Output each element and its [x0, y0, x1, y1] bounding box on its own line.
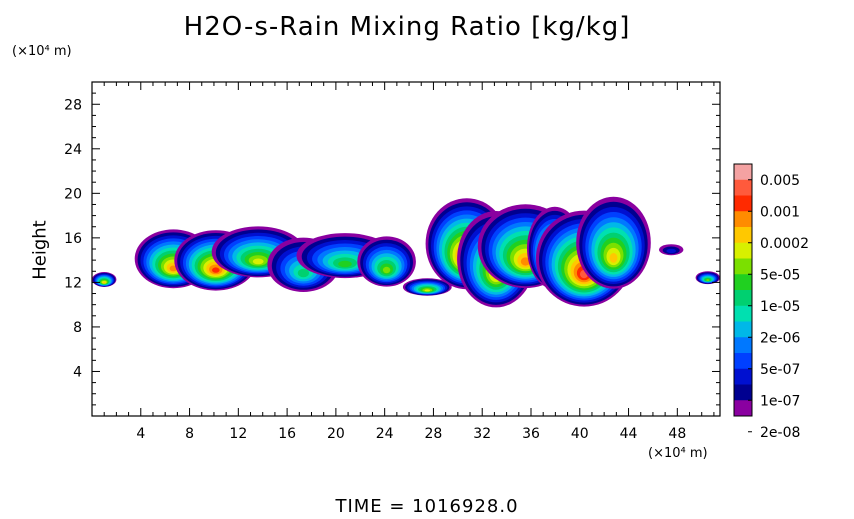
- x-tick-label: 12: [229, 426, 247, 442]
- colorbar-label: 1e-05: [760, 299, 800, 315]
- colorbar-label: 2e-08: [760, 425, 800, 441]
- chart-title: H2O-s-Rain Mixing Ratio [kg/kg]: [183, 12, 631, 42]
- x-tick-label: 48: [668, 426, 686, 442]
- x-tick-label: 20: [327, 426, 345, 442]
- colorbar: 0.005 0.001 0.0002 5e-05 1e-05 2e-06 5e-07 1e-0…: [733, 163, 809, 441]
- y-tick-label: 4: [73, 364, 82, 380]
- colorbar-swatch: [734, 305, 752, 322]
- contour-level: [424, 289, 431, 292]
- colorbar-swatch: [734, 368, 752, 385]
- y-tick-label: 8: [73, 320, 82, 336]
- colorbar-swatch: [734, 321, 752, 338]
- colorbar-swatch: [734, 258, 752, 275]
- contour-level: [520, 257, 531, 266]
- contour-level: [102, 281, 106, 284]
- contour-level: [297, 268, 309, 278]
- colorbar-label: 1e-07: [760, 393, 800, 409]
- colorbar-swatch: [734, 179, 752, 196]
- colorbar-label: 0.001: [760, 204, 800, 220]
- y-tick-label: 20: [64, 186, 82, 202]
- colorbar-frame: [733, 163, 753, 417]
- x-tick-label: 4: [136, 426, 145, 442]
- contour-level: [666, 248, 676, 254]
- contour-level: [609, 253, 618, 263]
- colorbar-swatch: [734, 242, 752, 259]
- colorbar-swatch: [734, 164, 752, 181]
- colorbar-swatch: [734, 353, 752, 370]
- x-tick-label: 8: [185, 426, 194, 442]
- x-tick-label: 40: [571, 426, 589, 442]
- colorbar-label: 0.005: [760, 173, 800, 189]
- contour-level: [338, 260, 352, 268]
- colorbar-swatch: [734, 211, 752, 228]
- y-tick-label: 16: [64, 231, 82, 247]
- colorbar-swatch: [734, 274, 752, 291]
- contour-level: [252, 258, 264, 265]
- colorbar-label: 5e-05: [760, 267, 800, 283]
- x-tick-label: 24: [376, 426, 394, 442]
- y-tick-label: 28: [64, 97, 82, 113]
- colorbar-swatch: [734, 400, 752, 417]
- x-tick-label: 32: [473, 426, 491, 442]
- colorbar-swatch: [734, 384, 752, 401]
- colorbar-swatch: [734, 290, 752, 307]
- x-tick-label: 16: [278, 426, 296, 442]
- y-axis-unit-label: (×10⁴ m): [12, 44, 72, 59]
- colorbar-swatch: [734, 195, 752, 212]
- x-tick-label: 36: [522, 426, 540, 442]
- colorbar-swatch: [734, 337, 752, 354]
- time-label: TIME = 1016928.0: [335, 496, 519, 517]
- contour-level: [212, 267, 220, 273]
- contour-level: [382, 266, 391, 274]
- colorbar-swatch: [734, 227, 752, 244]
- contour-fills: [92, 196, 720, 308]
- x-tick-label: 28: [425, 426, 443, 442]
- colorbar-label: 0.0002: [760, 236, 809, 252]
- colorbar-label: 2e-06: [760, 330, 800, 346]
- y-tick-label: 24: [64, 142, 82, 158]
- contour-level: [706, 279, 710, 281]
- colorbar-label: 5e-07: [760, 362, 800, 378]
- x-tick-label: 44: [620, 426, 638, 442]
- y-tick-label: 12: [64, 275, 82, 291]
- x-axis-unit-label: (×10⁴ m): [648, 446, 708, 461]
